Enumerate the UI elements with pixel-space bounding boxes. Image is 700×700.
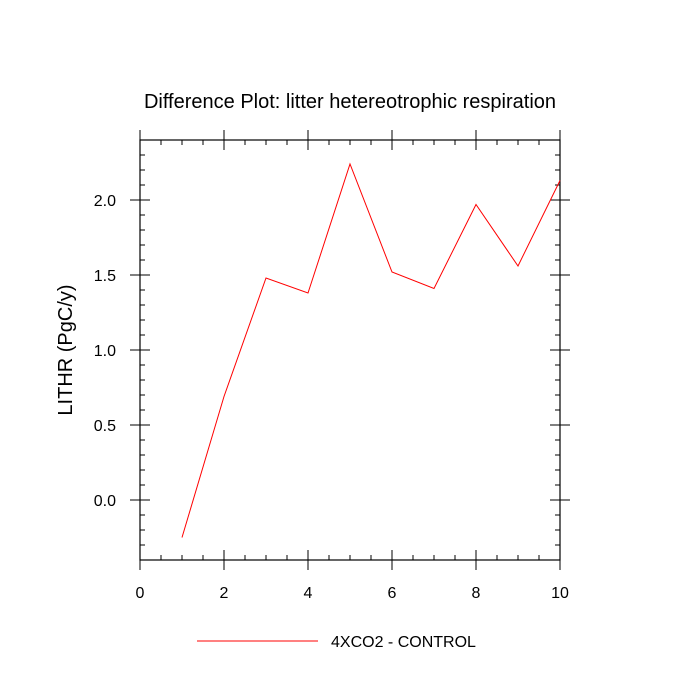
legend-label: 4XCO2 - CONTROL: [331, 634, 476, 651]
x-tick-label: 6: [388, 585, 397, 602]
x-axis: 0 2 4 6 8 10: [136, 130, 569, 602]
y-tick-label: 1.5: [94, 268, 116, 285]
plot-frame: [139, 139, 561, 561]
y-tick-label: 1.0: [94, 343, 116, 360]
y-tick-label: 2.0: [94, 193, 116, 210]
y-tick-label: 0.0: [94, 493, 116, 510]
x-tick-label: 0: [136, 585, 145, 602]
series-layer: [181, 162, 561, 538]
legend: 4XCO2 - CONTROL: [197, 634, 476, 651]
series-line: [181, 162, 561, 538]
x-tick-label: 2: [220, 585, 229, 602]
plot-border: [139, 139, 561, 561]
x-tick-label: 10: [551, 585, 569, 602]
y-axis-label: LITHR (PgC/y): [55, 284, 77, 415]
chart-title: Difference Plot: litter hetereotrophic r…: [144, 91, 556, 113]
y-axis: 0.0 0.5 1.0 1.5 2.0: [94, 139, 570, 561]
y-tick-label: 0.5: [94, 418, 116, 435]
x-tick-label: 4: [304, 585, 313, 602]
x-tick-label: 8: [472, 585, 481, 602]
